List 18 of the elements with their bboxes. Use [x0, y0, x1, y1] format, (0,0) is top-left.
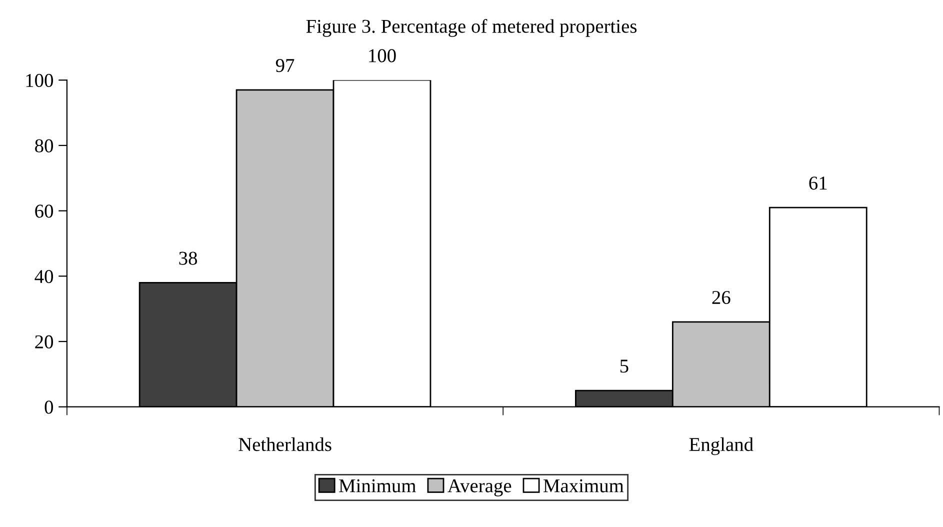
chart-title: Figure 3. Percentage of metered properties — [306, 19, 637, 37]
y-tick-label: 80 — [35, 139, 54, 152]
legend-label: Maximum — [543, 479, 624, 492]
data-label: 100 — [369, 49, 396, 62]
legend-label: Average — [448, 479, 512, 496]
data-label: 38 — [179, 252, 198, 265]
y-tick-label: 0 — [44, 400, 54, 414]
data-label: 5 — [620, 360, 628, 373]
y-tick-label: 40 — [34, 270, 54, 284]
legend-label: Minimum — [339, 479, 416, 492]
x-tick-label: Netherlands — [238, 437, 332, 452]
x-tick-label: England — [689, 437, 754, 456]
y-tick-label: 20 — [35, 335, 54, 348]
data-label: 97 — [276, 59, 294, 72]
y-tick-label: 100 — [26, 74, 54, 88]
data-label: 26 — [712, 290, 730, 304]
y-tick-label: 60 — [35, 204, 54, 218]
data-label: 61 — [809, 176, 827, 190]
